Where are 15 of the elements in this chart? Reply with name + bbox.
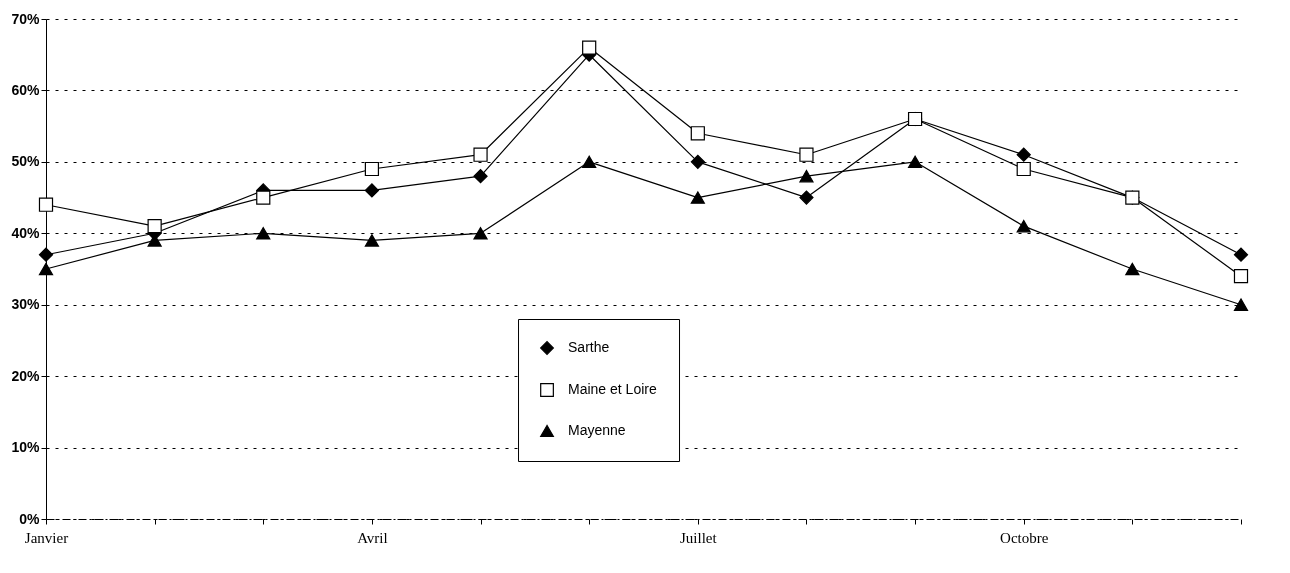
y-tick-label: 70% <box>11 10 41 27</box>
y-tick-label: 0% <box>19 510 41 527</box>
y-tick-label: 50% <box>11 153 41 170</box>
x-tick-label: Octobre <box>1000 529 1049 546</box>
y-tick-label: 30% <box>11 296 41 313</box>
legend-label: Mayenne <box>568 422 626 438</box>
y-tick-label: 60% <box>11 81 41 98</box>
x-tick-label: Avril <box>357 529 388 546</box>
y-tick-label: 20% <box>11 367 41 384</box>
y-tick-label: 10% <box>11 439 41 456</box>
x-tick-label: Janvier <box>24 529 69 546</box>
legend-label: Maine et Loire <box>568 381 657 397</box>
legend-label: Sarthe <box>568 339 610 355</box>
x-tick-label: Juillet <box>679 529 718 546</box>
y-tick-label: 40% <box>11 224 41 241</box>
